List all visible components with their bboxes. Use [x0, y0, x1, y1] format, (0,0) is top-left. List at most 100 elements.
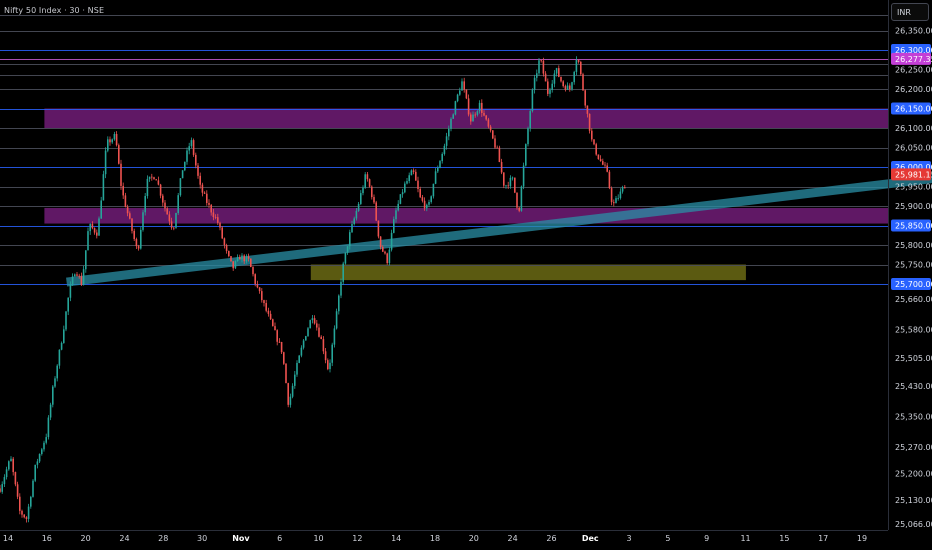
candle-body [597, 154, 600, 160]
candle-body [377, 220, 380, 237]
candle-body [247, 256, 250, 259]
candle-body [91, 223, 94, 229]
candle-body [430, 196, 432, 202]
trendline-band [66, 174, 932, 287]
candle-body [599, 159, 602, 162]
currency-button[interactable]: INR [891, 3, 929, 21]
candle-body [217, 217, 219, 223]
price-tick-label: 25,130.00 [895, 496, 932, 505]
candle-body [428, 201, 430, 205]
candle-body [386, 253, 388, 264]
candle-body [584, 90, 586, 106]
chart-title: Nifty 50 Index · 30 · NSE [4, 6, 105, 15]
price-tick-label: 26,350.00 [895, 27, 932, 36]
upper-supply-zone [44, 108, 888, 128]
candle-body [318, 327, 320, 337]
price-label-text: 25,700.00 [895, 280, 932, 289]
candle-body [421, 197, 424, 201]
candle-body [595, 144, 597, 155]
time-tick-label: 16 [42, 534, 52, 543]
candle-body [175, 213, 177, 228]
candle-body [184, 161, 186, 171]
candle-body [265, 303, 267, 311]
candle-body [476, 111, 479, 115]
candle-body [518, 207, 520, 211]
candle-body [371, 186, 373, 198]
candle-body [388, 249, 391, 264]
time-tick-label: 14 [3, 534, 13, 543]
candle-body [223, 238, 226, 246]
candle-body [5, 469, 8, 478]
candle-body [448, 128, 450, 137]
candle-body [135, 239, 138, 247]
candle-body [34, 464, 36, 481]
candle-body [613, 202, 615, 204]
candle-body [329, 362, 331, 370]
time-tick-label: 30 [197, 534, 207, 543]
candle-body [239, 257, 241, 260]
candle-body [307, 328, 309, 337]
candle-body [606, 165, 608, 172]
trendline[interactable] [66, 174, 932, 287]
price-tick-label: 25,066.00 [895, 520, 932, 529]
candle-body [373, 197, 375, 203]
candle-body [82, 269, 85, 286]
candle-body [3, 477, 6, 485]
candle-body [505, 185, 507, 187]
candle-body [564, 86, 567, 90]
candle-body [192, 140, 195, 155]
candle-body [496, 147, 498, 149]
candle-body [254, 274, 256, 284]
candle-body [412, 170, 415, 172]
price-tick-label: 25,505.00 [895, 354, 932, 363]
time-tick-label: 19 [857, 534, 867, 543]
candle-body [206, 193, 208, 203]
candle-body [267, 310, 270, 314]
candle-body [586, 105, 589, 114]
candle-body [25, 517, 28, 519]
candle-body [10, 458, 12, 462]
candle-body [465, 89, 468, 99]
price-tick-label: 25,950.00 [895, 183, 932, 192]
time-tick-label: 10 [313, 534, 323, 543]
candle-body [126, 206, 129, 214]
candle-body [353, 218, 355, 225]
candle-body [472, 114, 474, 122]
candle-body [489, 126, 492, 131]
candle-body [285, 363, 287, 384]
candle-body [56, 365, 58, 379]
candle-body [23, 514, 25, 518]
candle-body [234, 261, 237, 269]
candle-body [410, 170, 413, 176]
candle-body [208, 202, 210, 205]
candle-body [573, 71, 575, 83]
price-tick-label: 26,100.00 [895, 124, 932, 133]
price-axis[interactable]: 26,350.00 26,300.00 26,250.00 26,200.00 26,1… [888, 0, 932, 530]
candle-body [263, 300, 265, 304]
time-axis[interactable]: 14 16 20 24 28 30 Nov 6 10 12 14 18 20 24 26 Dec 3 5 9 11 15… [0, 530, 888, 544]
candle-body [278, 341, 281, 343]
candle-body [544, 73, 547, 82]
candle-body [85, 250, 87, 270]
candle-body [503, 172, 505, 186]
candle-body [291, 385, 294, 397]
candle-body [71, 276, 74, 285]
price-tick-label: 25,900.00 [895, 202, 932, 211]
candle-body [342, 263, 344, 282]
candle-body [555, 68, 558, 74]
candle-body [148, 176, 151, 179]
time-tick-label: 12 [352, 534, 362, 543]
candle-body [617, 198, 619, 199]
candle-body [102, 174, 105, 201]
candle-body [591, 130, 593, 140]
gap-zone [310, 264, 746, 281]
candle-body [142, 212, 144, 230]
candle-body [107, 139, 109, 151]
candle-body [214, 217, 217, 218]
candle-body [408, 175, 410, 182]
price-tick-label: 25,270.00 [895, 443, 932, 452]
time-tick-label: 24 [508, 534, 518, 543]
price-tick-label: 25,800.00 [895, 241, 932, 250]
time-tick-label: 17 [818, 534, 828, 543]
